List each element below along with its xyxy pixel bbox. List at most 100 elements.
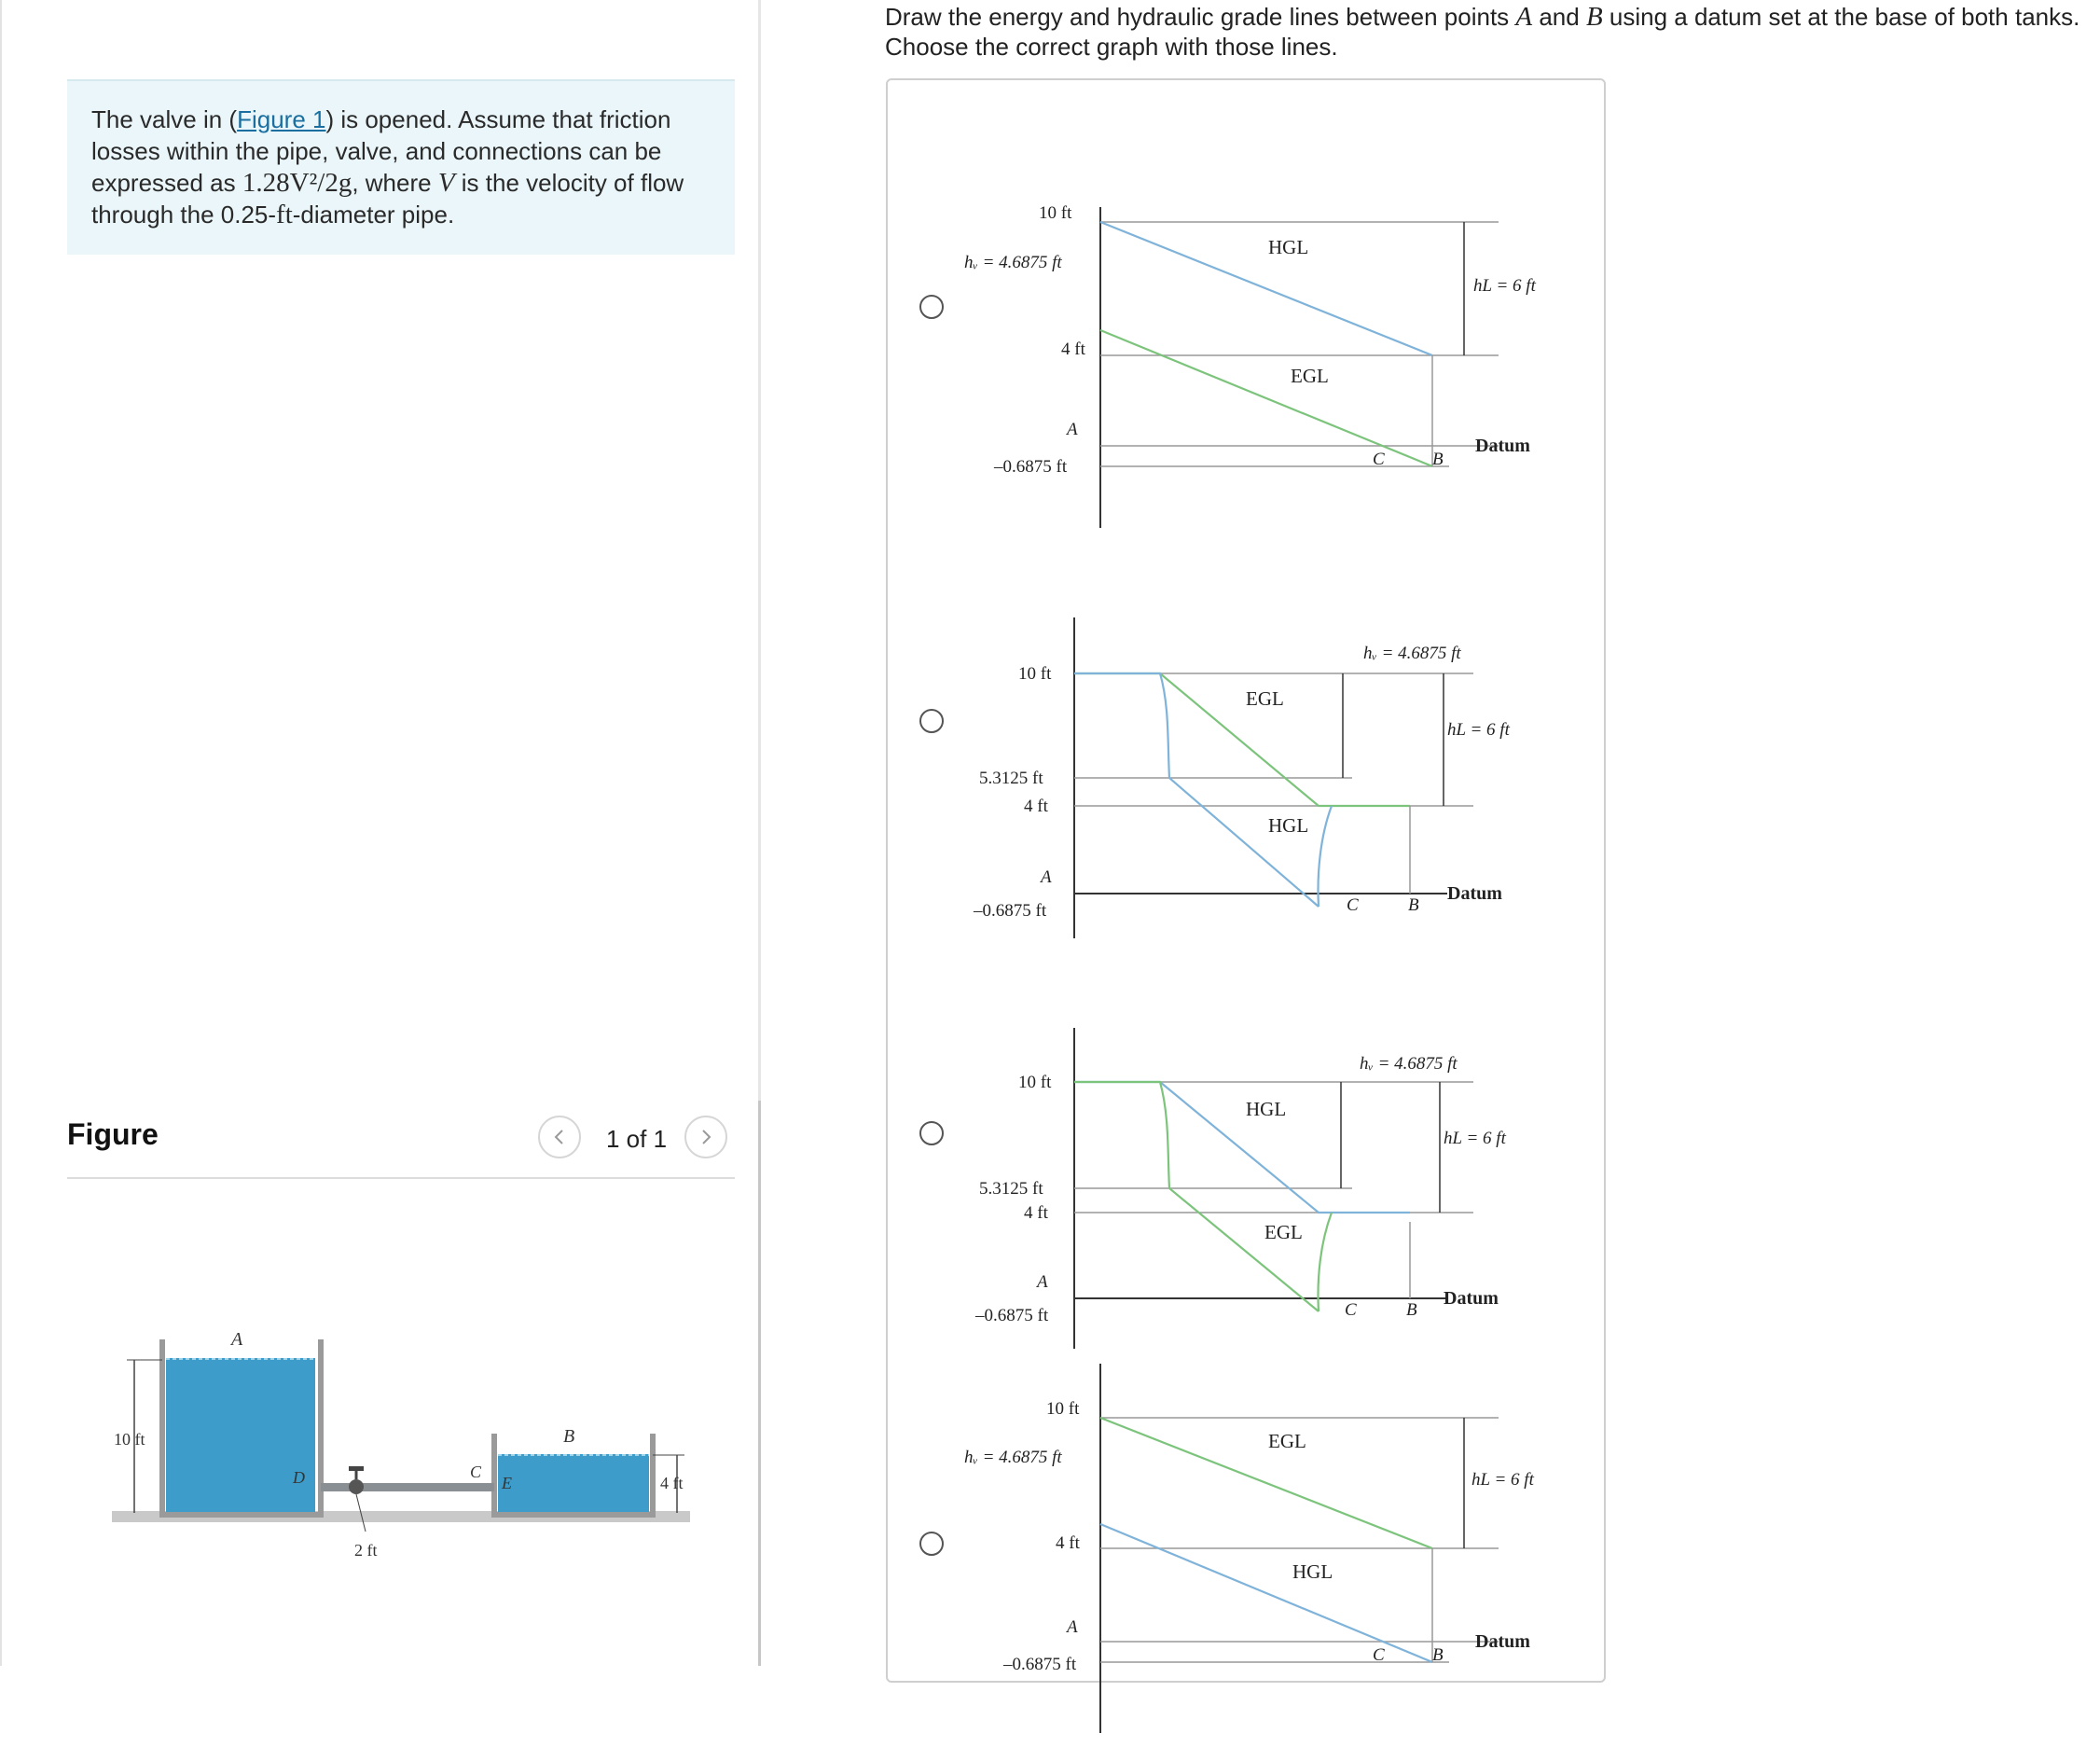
- label-neg: –0.6875 ft: [974, 1306, 1049, 1325]
- hgl-line: [1099, 220, 1433, 357]
- label-hgl: HGL: [1268, 236, 1308, 258]
- label-4ft: 4 ft: [1056, 1533, 1081, 1553]
- label-10ft: 10 ft: [1018, 1073, 1052, 1092]
- problem-text: The valve in (: [91, 105, 238, 133]
- problem-text: -diameter pipe.: [292, 201, 455, 229]
- label-e: E: [501, 1474, 512, 1492]
- option-3-graph: 10 ft 5.3125 ft 4 ft A –0.6875 ft hᵥ = 4…: [974, 1028, 1507, 1349]
- egl-line: [1074, 1080, 1319, 1312]
- velocity-var: V: [437, 168, 455, 198]
- label-4ft: 4 ft: [1024, 797, 1049, 816]
- label-d: D: [292, 1468, 305, 1487]
- figure-header: Figure 1 of 1: [67, 1108, 735, 1179]
- problem-text: is the velocity of flow through the 0.25…: [91, 169, 684, 229]
- loss-expression: 1.28V²/2g: [242, 168, 352, 198]
- question-text: Draw the energy and hydraulic grade line…: [885, 3, 1516, 31]
- label-b: B: [1408, 895, 1419, 915]
- label-hl: hL = 6 ft: [1444, 1129, 1507, 1148]
- label-egl: EGL: [1264, 1221, 1303, 1243]
- figure-prev-button[interactable]: [538, 1116, 581, 1158]
- label-c: C: [1373, 450, 1385, 469]
- label-c: C: [1373, 1645, 1385, 1665]
- egl-line: [1099, 328, 1433, 468]
- option-1-graph: 10 ft hᵥ = 4.6875 ft 4 ft A –0.6875 ft H…: [964, 203, 1537, 528]
- label-10ft: 10 ft: [1046, 1399, 1080, 1419]
- label-b: B: [1406, 1300, 1417, 1320]
- question-text: using a datum set at the base of both ta…: [1602, 3, 2080, 31]
- label-4ft: 4 ft: [1024, 1203, 1049, 1223]
- label-neg: –0.6875 ft: [993, 457, 1068, 477]
- label-10ft: 10 ft: [114, 1430, 145, 1449]
- chevron-right-icon: [702, 1130, 712, 1144]
- egl-line: [1099, 1416, 1433, 1550]
- tank-a-wall: [159, 1339, 324, 1518]
- label-2ft: 2 ft: [354, 1541, 378, 1560]
- egl-line-rise: [1317, 1212, 1333, 1312]
- hgl-line: [1099, 1522, 1433, 1664]
- panel-divider: [758, 0, 761, 1666]
- label-c: C: [470, 1463, 482, 1481]
- problem-text: ) is opened. Assume that friction losses…: [91, 105, 671, 197]
- panel-scrollbar[interactable]: [758, 1101, 761, 1666]
- label-a: A: [229, 1329, 243, 1350]
- question-text: and: [1532, 3, 1586, 31]
- figure-link[interactable]: Figure 1: [237, 105, 326, 133]
- label-hl: hL = 6 ft: [1471, 1470, 1535, 1490]
- label-egl: EGL: [1246, 687, 1284, 710]
- tank-b-wall: [491, 1434, 656, 1518]
- question-text: Choose the correct graph with those line…: [885, 33, 1338, 61]
- label-hv: hᵥ = 4.6875 ft: [1360, 1054, 1458, 1074]
- label-a: A: [1065, 1617, 1078, 1637]
- label-hv: hᵥ = 4.6875 ft: [1363, 644, 1461, 663]
- option-1-radio[interactable]: [919, 295, 944, 319]
- dim-2ft: [355, 1493, 366, 1532]
- label-hgl: HGL: [1268, 814, 1308, 837]
- option-4-radio[interactable]: [919, 1532, 944, 1556]
- valve: [349, 1479, 364, 1494]
- unit-ft: ft: [276, 200, 293, 229]
- label-datum: Datum: [1475, 1631, 1530, 1652]
- option-3-radio[interactable]: [919, 1121, 944, 1145]
- label-4ft: 4 ft: [1061, 340, 1086, 359]
- label-egl: EGL: [1268, 1430, 1306, 1452]
- tank-figure: A B D C E 10 ft 4 ft 2 ft: [112, 1329, 690, 1560]
- figure-title: Figure: [67, 1117, 159, 1151]
- label-53ft: 5.3125 ft: [979, 1179, 1043, 1199]
- hgl-line-rise: [1317, 805, 1333, 908]
- problem-text: , where: [352, 169, 438, 197]
- tank-b-water: [498, 1454, 649, 1513]
- valve-handle: [349, 1466, 364, 1471]
- label-10ft: 10 ft: [1039, 203, 1072, 223]
- label-egl: EGL: [1291, 365, 1329, 387]
- label-hgl: HGL: [1292, 1560, 1333, 1583]
- tank-a-water: [166, 1358, 315, 1513]
- label-hv: hᵥ = 4.6875 ft: [964, 1448, 1062, 1467]
- option-2-graph: 10 ft 5.3125 ft 4 ft A –0.6875 ft hᵥ = 4…: [973, 617, 1511, 938]
- label-b: B: [563, 1426, 574, 1447]
- label-datum: Datum: [1475, 436, 1530, 456]
- label-a: A: [1035, 1272, 1048, 1292]
- label-10ft: 10 ft: [1018, 664, 1052, 684]
- label-hgl: HGL: [1246, 1098, 1286, 1120]
- label-a: A: [1065, 420, 1078, 439]
- pipe: [321, 1483, 494, 1491]
- var-b: B: [1585, 2, 1603, 32]
- label-a: A: [1039, 867, 1052, 887]
- figure-counter: 1 of 1: [606, 1125, 668, 1153]
- label-neg: –0.6875 ft: [1002, 1655, 1077, 1674]
- label-hl: hL = 6 ft: [1447, 720, 1511, 740]
- label-b: B: [1432, 1645, 1444, 1665]
- label-hv: hᵥ = 4.6875 ft: [964, 253, 1062, 272]
- label-c: C: [1345, 1300, 1357, 1320]
- chevron-left-icon: [554, 1130, 563, 1144]
- figure-next-button[interactable]: [684, 1116, 727, 1158]
- var-a: A: [1515, 2, 1533, 32]
- hgl-line: [1074, 672, 1319, 908]
- answer-options: 10 ft hᵥ = 4.6875 ft 4 ft A –0.6875 ft H…: [886, 78, 1606, 1733]
- option-2-radio[interactable]: [919, 709, 944, 733]
- option-4-graph: 10 ft hᵥ = 4.6875 ft 4 ft A –0.6875 ft E…: [964, 1364, 1535, 1733]
- egl-line: [1074, 672, 1410, 808]
- label-53ft: 5.3125 ft: [979, 769, 1043, 788]
- question-prompt: Draw the energy and hydraulic grade line…: [885, 2, 2097, 62]
- label-neg: –0.6875 ft: [973, 901, 1047, 921]
